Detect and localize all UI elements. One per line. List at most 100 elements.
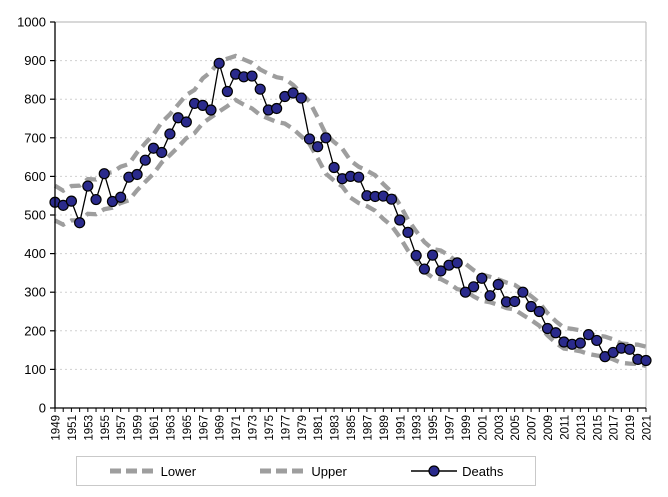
data-point-marker <box>156 146 168 159</box>
data-point-marker <box>459 286 472 298</box>
data-point-marker <box>197 99 209 111</box>
y-tick-label: 600 <box>24 169 46 184</box>
y-tick-label: 100 <box>24 362 46 377</box>
x-tick-label: 1963 <box>165 415 177 441</box>
data-point-marker <box>139 154 151 166</box>
data-point-marker <box>550 327 562 339</box>
line-chart: 0 100 200 300 400 500 600 700 800 900 1000 1949 1951… <box>17 15 653 441</box>
data-point-marker <box>328 161 340 174</box>
data-point-marker <box>574 337 586 349</box>
x-tick-label: 1951 <box>67 415 79 441</box>
data-point-marker <box>451 257 463 269</box>
data-point-marker <box>418 263 430 275</box>
deaths-line <box>54 63 647 362</box>
legend-item-lower: Lower <box>109 464 196 479</box>
legend-label-deaths: Deaths <box>462 463 504 479</box>
data-point-marker <box>164 128 176 140</box>
x-tick-label: 1971 <box>231 415 243 441</box>
x-tick-label: 2017 <box>609 415 621 441</box>
x-tick-label: 2009 <box>543 415 555 441</box>
data-point-marker <box>410 249 422 262</box>
x-tick-label: 2013 <box>576 415 588 441</box>
data-point-marker <box>180 116 192 128</box>
data-point-marker <box>435 265 447 277</box>
data-point-marker <box>246 70 258 82</box>
legend-item-deaths: Deaths <box>410 464 503 479</box>
y-tick-label: 800 <box>24 92 46 107</box>
data-point-marker <box>303 133 316 145</box>
data-point-marker <box>320 132 332 144</box>
data-point-marker <box>131 168 143 181</box>
x-tick-label: 2007 <box>527 415 539 441</box>
x-tick-label: 2005 <box>510 415 522 441</box>
x-tick-label: 1989 <box>379 415 391 441</box>
x-tick-label: 1983 <box>330 415 342 441</box>
x-tick-label: 2015 <box>592 415 604 441</box>
data-point-marker <box>533 305 545 318</box>
data-point-marker <box>82 180 94 192</box>
data-point-marker <box>385 193 398 205</box>
y-tick-label: 700 <box>24 130 46 145</box>
x-tick-label: 1959 <box>133 415 145 441</box>
x-tick-label: 1979 <box>297 415 309 441</box>
data-point-marker <box>254 83 266 95</box>
x-tick-label: 2003 <box>494 415 506 441</box>
data-point-marker <box>509 295 521 308</box>
deaths-markers <box>49 57 652 367</box>
x-tick-label: 1997 <box>445 415 457 441</box>
lower-band-line <box>54 97 647 369</box>
x-tick-label: 1977 <box>280 415 292 441</box>
data-point-marker <box>525 300 537 313</box>
y-tick-label: 300 <box>24 285 46 300</box>
data-point-marker <box>74 217 86 229</box>
data-point-marker <box>476 272 488 284</box>
data-point-marker <box>221 85 233 98</box>
x-tick-label: 1975 <box>264 415 276 441</box>
x-tick-label: 1965 <box>182 415 194 441</box>
x-tick-label: 1957 <box>116 415 128 441</box>
data-point-marker <box>517 286 529 298</box>
x-tick-label: 1991 <box>395 415 407 441</box>
data-point-marker <box>287 87 299 99</box>
x-tick-label: 1953 <box>83 415 95 441</box>
x-tick-label: 1993 <box>412 415 424 441</box>
data-point-marker <box>623 343 636 355</box>
x-tick-label: 2011 <box>559 415 571 440</box>
x-tick-label: 1981 <box>313 415 325 441</box>
legend-item-upper: Upper <box>259 463 347 479</box>
x-tick-label: 2019 <box>625 415 637 441</box>
data-point-marker <box>426 249 439 261</box>
data-point-marker <box>492 278 504 291</box>
data-point-marker <box>271 102 283 115</box>
data-point-marker <box>65 195 78 207</box>
upper-band-line <box>53 53 647 349</box>
data-point-marker <box>484 290 496 302</box>
y-tick-label: 0 <box>39 401 46 416</box>
legend-label-lower: Lower <box>160 463 197 479</box>
data-point-marker <box>402 226 414 238</box>
y-tick-label: 400 <box>24 246 46 261</box>
marker-line-icon <box>411 465 458 477</box>
data-point-marker <box>90 193 102 206</box>
data-point-marker <box>394 214 406 226</box>
data-point-marker <box>591 334 603 347</box>
data-point-marker <box>353 171 365 183</box>
data-point-marker <box>295 92 307 104</box>
y-tick-label: 900 <box>24 53 46 68</box>
data-point-marker <box>640 354 652 367</box>
x-tick-label: 1985 <box>346 415 358 441</box>
data-point-marker <box>312 141 324 153</box>
legend-label-upper: Upper <box>311 463 347 479</box>
data-point-marker <box>98 168 110 180</box>
data-point-marker <box>468 281 480 293</box>
x-tick-label: 1955 <box>100 415 112 441</box>
x-tick-label: 1995 <box>428 415 440 441</box>
data-point-marker <box>115 191 127 203</box>
dashed-line-icon <box>260 468 307 474</box>
y-tick-label: 1000 <box>17 15 46 30</box>
x-tick-label: 1969 <box>215 415 227 441</box>
dashed-line-icon <box>109 468 156 474</box>
y-tick-label: 500 <box>24 208 46 223</box>
plot-border <box>55 21 647 408</box>
